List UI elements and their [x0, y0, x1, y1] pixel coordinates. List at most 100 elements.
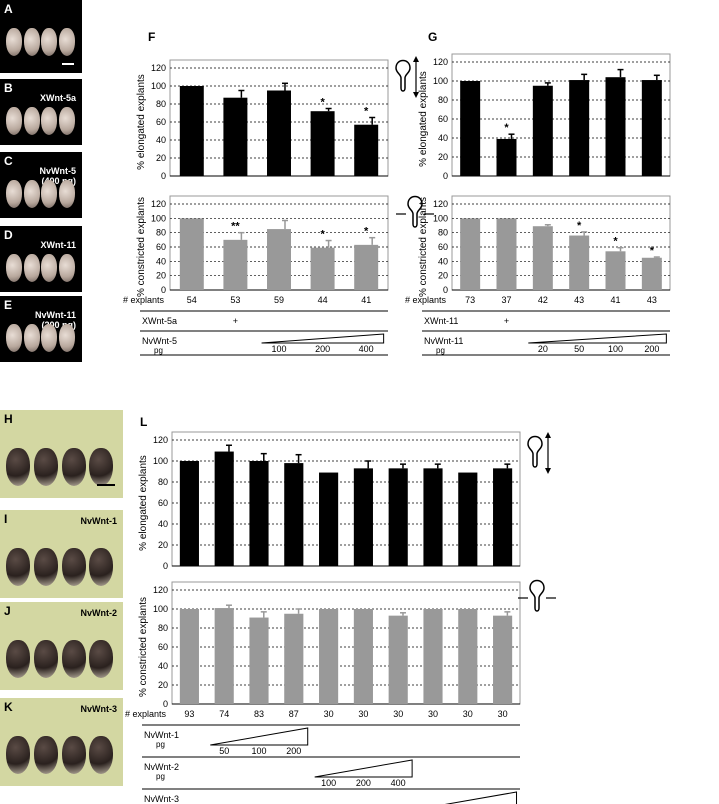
explant-image [41, 28, 57, 56]
y-tick-label: 60 [438, 242, 448, 252]
y-tick-label: 60 [158, 498, 168, 508]
bar [388, 615, 408, 704]
bar [532, 85, 553, 176]
explant-schematic-icon [395, 59, 411, 92]
explant-image [23, 324, 40, 352]
row-label: XWnt-5a [142, 316, 177, 326]
explant-image [41, 324, 57, 352]
bar [496, 218, 517, 290]
photo-caption: XWnt-11 [40, 240, 76, 250]
bar [319, 609, 339, 704]
significance-marker: * [364, 226, 369, 238]
significance-marker: * [320, 97, 325, 109]
bar [569, 235, 590, 290]
dose-label: 20 [538, 344, 548, 354]
row-label: XWnt-11 [424, 316, 458, 326]
dose-label: 100 [608, 344, 623, 354]
y-tick-label: 40 [156, 256, 166, 266]
dose-label: 200 [286, 746, 301, 756]
explant-image [6, 448, 30, 486]
photo-letter: I [4, 512, 8, 526]
explant-image [6, 736, 30, 774]
panel-letter-f: F [148, 30, 156, 44]
y-tick-label: 0 [163, 699, 168, 709]
y-tick-label: 0 [163, 561, 168, 571]
photo-panel-e: E NvWnt-11 (200 pg) [0, 296, 82, 362]
dose-ramp [444, 791, 518, 804]
photo-panel-b: B XWnt-5a [0, 79, 82, 145]
plot-frame [451, 53, 671, 177]
explant-count: 53 [230, 295, 240, 305]
explant-image [89, 640, 114, 678]
y-tick-label: 40 [158, 661, 168, 671]
y-tick-label: 80 [158, 477, 168, 487]
bar [496, 138, 517, 176]
y-tick-label: 40 [158, 519, 168, 529]
photo-letter: D [4, 228, 13, 242]
explant-count: 37 [501, 295, 511, 305]
significance-marker: * [613, 236, 618, 248]
explant-image [23, 107, 40, 135]
dose-label: 50 [219, 746, 229, 756]
explant-image [33, 448, 58, 486]
significance-marker: * [650, 245, 655, 257]
row-label: NvWnt-5 [142, 336, 177, 346]
photo-letter: B [4, 81, 13, 95]
bar [179, 609, 199, 704]
bar [223, 97, 248, 176]
panel-letter-l: L [140, 415, 148, 429]
bar [223, 239, 248, 290]
explant-count: 74 [219, 709, 229, 719]
explants-label: # explants [123, 295, 165, 305]
dose-ramp [261, 333, 385, 344]
explant-image [33, 548, 58, 586]
bar [493, 468, 513, 566]
significance-marker: * [364, 106, 369, 118]
explant-image [58, 28, 75, 56]
bar [354, 244, 379, 290]
scale-bar [97, 484, 115, 486]
scale-bar [62, 63, 74, 65]
explant-count: 30 [393, 709, 403, 719]
explant-schematic-icon [407, 195, 423, 228]
y-tick-label: 100 [153, 604, 168, 614]
explants-label: # explants [125, 709, 167, 719]
arrow-head-icon [413, 56, 419, 62]
explant-count: 54 [187, 295, 197, 305]
bar [641, 80, 662, 176]
photo-letter: A [4, 2, 13, 16]
dose-label: 400 [359, 344, 374, 354]
bar [460, 81, 481, 176]
y-tick-label: 40 [438, 256, 448, 266]
bar [267, 90, 291, 176]
dose-label: 200 [315, 344, 330, 354]
row-label: pg [154, 346, 163, 355]
explant-schematic-icon [527, 435, 543, 468]
bar [214, 608, 234, 704]
bar [641, 257, 662, 290]
y-tick-label: 0 [161, 285, 166, 295]
photo-letter: K [4, 700, 13, 714]
arrow-head-icon [545, 432, 551, 438]
explant-count: 30 [324, 709, 334, 719]
row-label: pg [436, 346, 445, 355]
explant-image [6, 180, 22, 208]
photo-panel-d: D XWnt-11 [0, 226, 82, 292]
significance-marker: * [577, 220, 582, 232]
y-tick-label: 40 [156, 135, 166, 145]
y-tick-label: 120 [151, 63, 166, 73]
explant-count: 43 [647, 295, 657, 305]
bar [249, 617, 269, 704]
row-label: pg [156, 772, 165, 781]
bar [354, 124, 379, 176]
y-tick-label: 100 [433, 213, 448, 223]
photo-caption: NvWnt-11 (200 pg) [34, 310, 76, 330]
bar [388, 468, 408, 566]
photo-panel-a: A [0, 0, 82, 73]
photo-panel-c: C NvWnt-5 (400 pg) [0, 152, 82, 218]
y-tick-label: 20 [156, 153, 166, 163]
y-axis-label: % constricted explants [136, 197, 147, 297]
photo-panel-k: K NvWnt-3 [0, 698, 123, 786]
photo-caption: NvWnt-5 (400 pg) [39, 166, 77, 186]
explant-image [6, 324, 22, 352]
